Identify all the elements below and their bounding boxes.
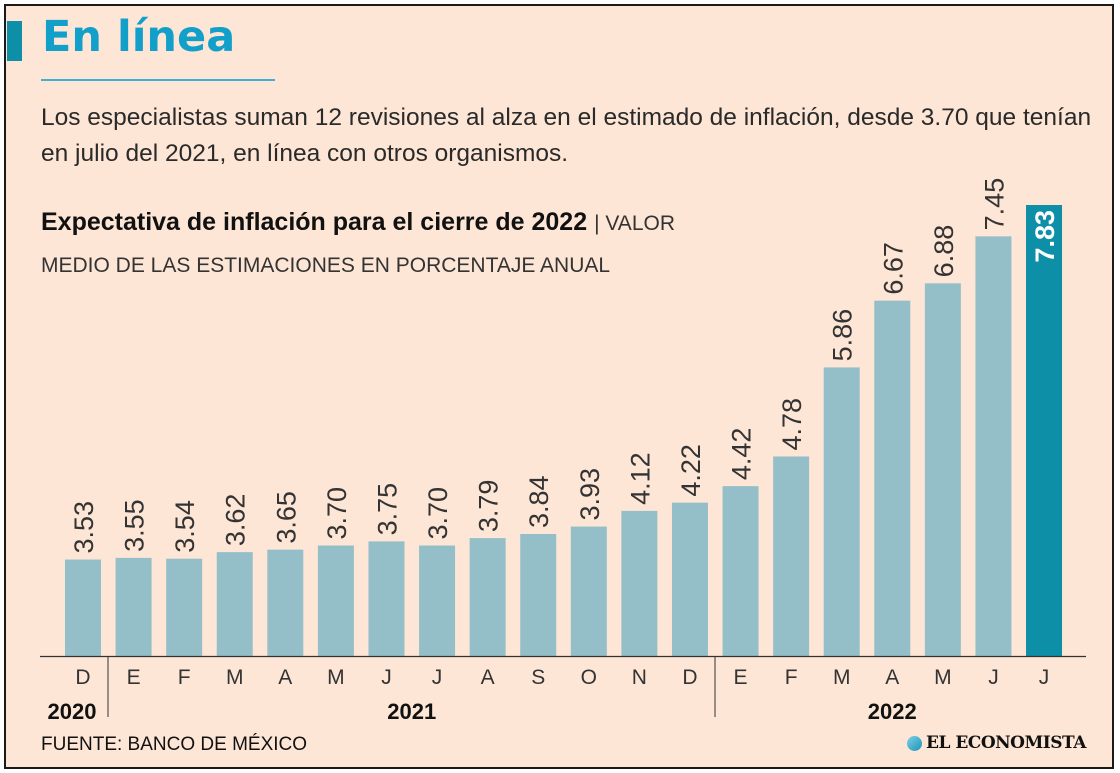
logo-text: EL ECONOMISTA — [926, 733, 1086, 753]
data-label: 3.54 — [170, 500, 200, 553]
headline: En línea — [42, 12, 236, 62]
year-label: 2022 — [868, 699, 917, 724]
month-tick-label: M — [934, 666, 952, 689]
chart-title-block: Expectativa de inflación para el cierre … — [41, 202, 701, 286]
month-tick-label: A — [481, 666, 495, 689]
bar — [621, 510, 658, 656]
month-tick-label: E — [127, 666, 141, 689]
month-tick-label: D — [682, 666, 697, 689]
month-tick-label: A — [278, 666, 292, 689]
month-tick-label: J — [988, 666, 999, 689]
year-label: 2020 — [48, 699, 97, 724]
data-label: 7.83 — [1030, 210, 1060, 263]
month-tick-label: J — [1039, 666, 1050, 689]
chart-title: Expectativa de inflación para el cierre … — [41, 208, 588, 236]
month-tick-label: F — [785, 666, 798, 689]
year-label: 2021 — [387, 699, 436, 724]
bar — [419, 545, 456, 656]
data-label: 3.93 — [575, 468, 605, 521]
month-tick-label: M — [327, 666, 345, 689]
bar — [267, 549, 304, 656]
bar — [924, 283, 961, 656]
bar — [115, 557, 152, 656]
month-tick-label: S — [531, 666, 545, 689]
data-label: 3.70 — [423, 487, 453, 540]
month-tick-label: M — [833, 666, 851, 689]
bar — [65, 559, 101, 656]
bar — [1026, 205, 1063, 656]
bar — [317, 545, 354, 656]
bar — [773, 456, 810, 656]
globe-icon — [907, 735, 922, 751]
month-tick-label: O — [581, 666, 597, 689]
month-tick-label: E — [734, 666, 748, 689]
accent-bar — [7, 21, 22, 61]
data-label: 3.79 — [474, 480, 504, 533]
bar — [874, 300, 911, 656]
bar — [823, 367, 860, 656]
bar — [166, 558, 203, 656]
data-label: 3.84 — [524, 475, 554, 528]
bar — [469, 538, 506, 656]
month-tick-label: J — [381, 666, 392, 689]
data-label: 3.62 — [221, 494, 251, 547]
month-tick-label: A — [885, 666, 899, 689]
data-label: 3.55 — [120, 499, 150, 552]
separator: | — [594, 212, 606, 235]
data-label: 6.88 — [929, 225, 959, 278]
chart-subtitle: VALOR MEDIO DE LAS ESTIMACIONES EN PORCE… — [41, 212, 675, 277]
data-label: 4.22 — [676, 444, 706, 497]
month-tick-label: D — [75, 666, 90, 689]
title-divider — [41, 79, 275, 81]
month-tick-label: N — [632, 666, 647, 689]
source-note: FUENTE: BANCO DE MÉXICO — [41, 734, 308, 755]
bar — [722, 486, 759, 656]
bar — [520, 533, 557, 656]
month-tick-label: F — [178, 666, 191, 689]
bar — [570, 526, 607, 656]
data-label: 4.12 — [625, 452, 655, 505]
data-label: 4.42 — [727, 428, 757, 481]
subheadline: Los especialistas suman 12 revisiones al… — [41, 104, 1092, 167]
month-tick-label: M — [226, 666, 244, 689]
bar — [368, 541, 405, 656]
data-label: 3.53 — [69, 501, 99, 554]
data-label: 3.75 — [372, 483, 402, 536]
data-label: 4.78 — [777, 398, 807, 451]
bar — [975, 236, 1012, 656]
month-tick-label: J — [432, 666, 443, 689]
data-label: 7.45 — [979, 178, 1009, 231]
data-label: 3.65 — [271, 491, 301, 544]
data-label: 3.70 — [322, 487, 352, 540]
publisher-logo: EL ECONOMISTA — [907, 733, 1086, 753]
bar — [216, 552, 253, 656]
data-label: 5.86 — [828, 309, 858, 362]
data-label: 6.67 — [878, 242, 908, 295]
bar — [671, 502, 708, 656]
